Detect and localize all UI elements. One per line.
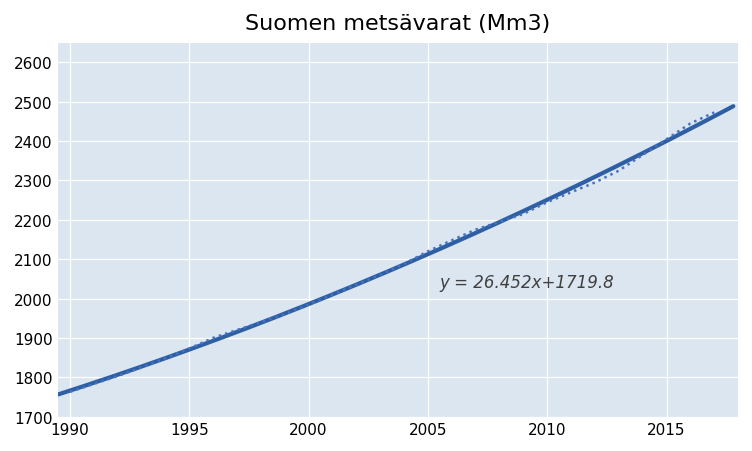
Title: Suomen metsävarat (Mm3): Suomen metsävarat (Mm3) bbox=[245, 14, 550, 34]
Text: y = 26.452x+1719.8: y = 26.452x+1719.8 bbox=[440, 273, 614, 291]
